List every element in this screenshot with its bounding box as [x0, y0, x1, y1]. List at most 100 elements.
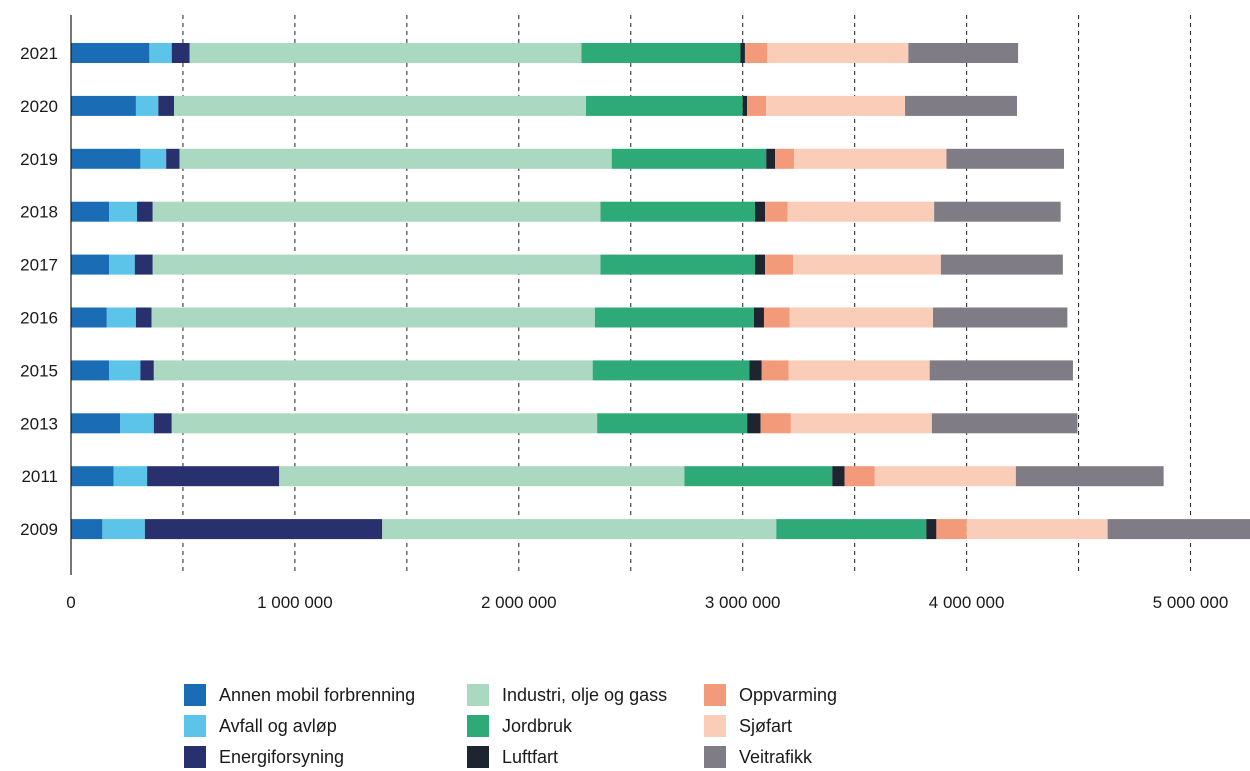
legend-label: Jordbruk [502, 715, 573, 736]
bar-segment [966, 519, 1108, 540]
y-tick-label: 2013 [20, 414, 58, 433]
bar-segment [71, 201, 110, 222]
bar-segment [102, 519, 145, 540]
bar-segment [585, 95, 743, 116]
bar-segment [592, 360, 750, 381]
bar-segment [135, 307, 152, 328]
y-tick-label: 2017 [20, 256, 58, 275]
x-tick-label: 5 000 000 [1153, 593, 1229, 612]
legend-item: Sjøfart [704, 714, 792, 738]
x-tick-labels: 0 1 000 000 2 000 000 3 000 000 4 000 000 5 0… [66, 593, 1228, 612]
legend-label: Veitrafikk [739, 746, 813, 767]
bar-segment [151, 307, 595, 328]
bar-segment [144, 519, 383, 540]
bar-segment [767, 43, 909, 63]
bar-segment [946, 148, 1064, 169]
legend-label: Oppvarming [739, 684, 838, 705]
bar-segment [684, 466, 833, 487]
bar-segment [382, 519, 777, 540]
bar-segment [761, 360, 789, 381]
bar-segment [789, 307, 934, 328]
bar-segment [740, 43, 745, 63]
y-tick-label: 2009 [20, 520, 58, 539]
stacked-bar-chart: 2021 2020 2019 2018 2017 2016 2015 2013 2011 2009… [20, 15, 1250, 612]
legend-swatch [184, 746, 206, 768]
y-tick-label: 2020 [20, 97, 58, 116]
bar-segment [787, 201, 935, 222]
bars [71, 43, 1250, 540]
y-tick-label: 2011 [21, 467, 58, 486]
bar-segment [581, 43, 741, 63]
bar-segment [755, 254, 766, 275]
bar-segment [747, 413, 761, 434]
bar-segment [931, 413, 1078, 434]
bar-segment [113, 466, 148, 487]
legend-label: Industri, olje og gass [502, 684, 668, 705]
bar-segment [173, 95, 586, 116]
bar-segment [600, 201, 756, 222]
x-tick-label: 1 000 000 [257, 593, 333, 612]
bar-segment [794, 148, 947, 169]
bar-segment [179, 148, 612, 169]
bar-segment [71, 307, 107, 328]
bar-segment [153, 413, 172, 434]
bar-segment [933, 307, 1068, 328]
bar-segment [934, 201, 1061, 222]
legend-swatch [467, 715, 489, 737]
bar-segment [1015, 466, 1164, 487]
bar-segment [775, 148, 795, 169]
legend-item: Oppvarming [704, 683, 837, 707]
bar-segment [137, 201, 153, 222]
legend: Annen mobil forbrenning Avfall og avløp En… [184, 680, 904, 770]
bar-segment [742, 95, 748, 116]
y-tick-label: 2018 [20, 203, 58, 222]
legend-label: Luftfart [502, 746, 559, 767]
bar-segment [844, 466, 875, 487]
y-tick-label: 2021 [20, 44, 58, 63]
bar-segment [760, 413, 791, 434]
bar-segment [908, 43, 1019, 63]
y-tick-label: 2019 [20, 150, 58, 169]
bar-segment [71, 95, 136, 116]
legend-swatch [704, 746, 726, 768]
legend-item: Energiforsyning [184, 745, 344, 769]
bar-segment [120, 413, 154, 434]
bar-segment [71, 413, 121, 434]
legend-label: Avfall og avløp [219, 715, 337, 736]
bar-segment [929, 360, 1073, 381]
bar-segment [926, 519, 937, 540]
bar-segment [905, 95, 1017, 116]
bar-segment [135, 95, 159, 116]
bar-segment [793, 254, 941, 275]
bar-segment [790, 413, 932, 434]
bar-segment [152, 201, 601, 222]
legend-item: Avfall og avløp [184, 714, 337, 738]
legend-swatch [704, 715, 726, 737]
bar-segment [776, 519, 927, 540]
legend-swatch [467, 746, 489, 768]
bar-segment [279, 466, 685, 487]
legend-item: Annen mobil forbrenning [184, 683, 415, 707]
bar-segment [747, 95, 767, 116]
legend-item: Luftfart [467, 745, 558, 769]
bar-segment [71, 43, 150, 63]
bar-segment [166, 148, 180, 169]
x-tick-label: 2 000 000 [481, 593, 557, 612]
bar-segment [611, 148, 767, 169]
x-tick-label: 0 [66, 593, 75, 612]
bar-segment [171, 413, 598, 434]
bar-segment [788, 360, 930, 381]
x-tick-label: 3 000 000 [705, 593, 781, 612]
legend-item: Jordbruk [467, 714, 572, 738]
bar-segment [594, 307, 754, 328]
bar-segment [71, 360, 110, 381]
legend-label: Annen mobil forbrenning [219, 684, 416, 705]
legend-item: Industri, olje og gass [467, 683, 667, 707]
bar-segment [765, 201, 788, 222]
legend-swatch [704, 684, 726, 706]
bar-segment [600, 254, 756, 275]
bar-segment [134, 254, 153, 275]
bar-segment [152, 254, 601, 275]
bar-segment [158, 95, 174, 116]
bar-segment [749, 360, 762, 381]
